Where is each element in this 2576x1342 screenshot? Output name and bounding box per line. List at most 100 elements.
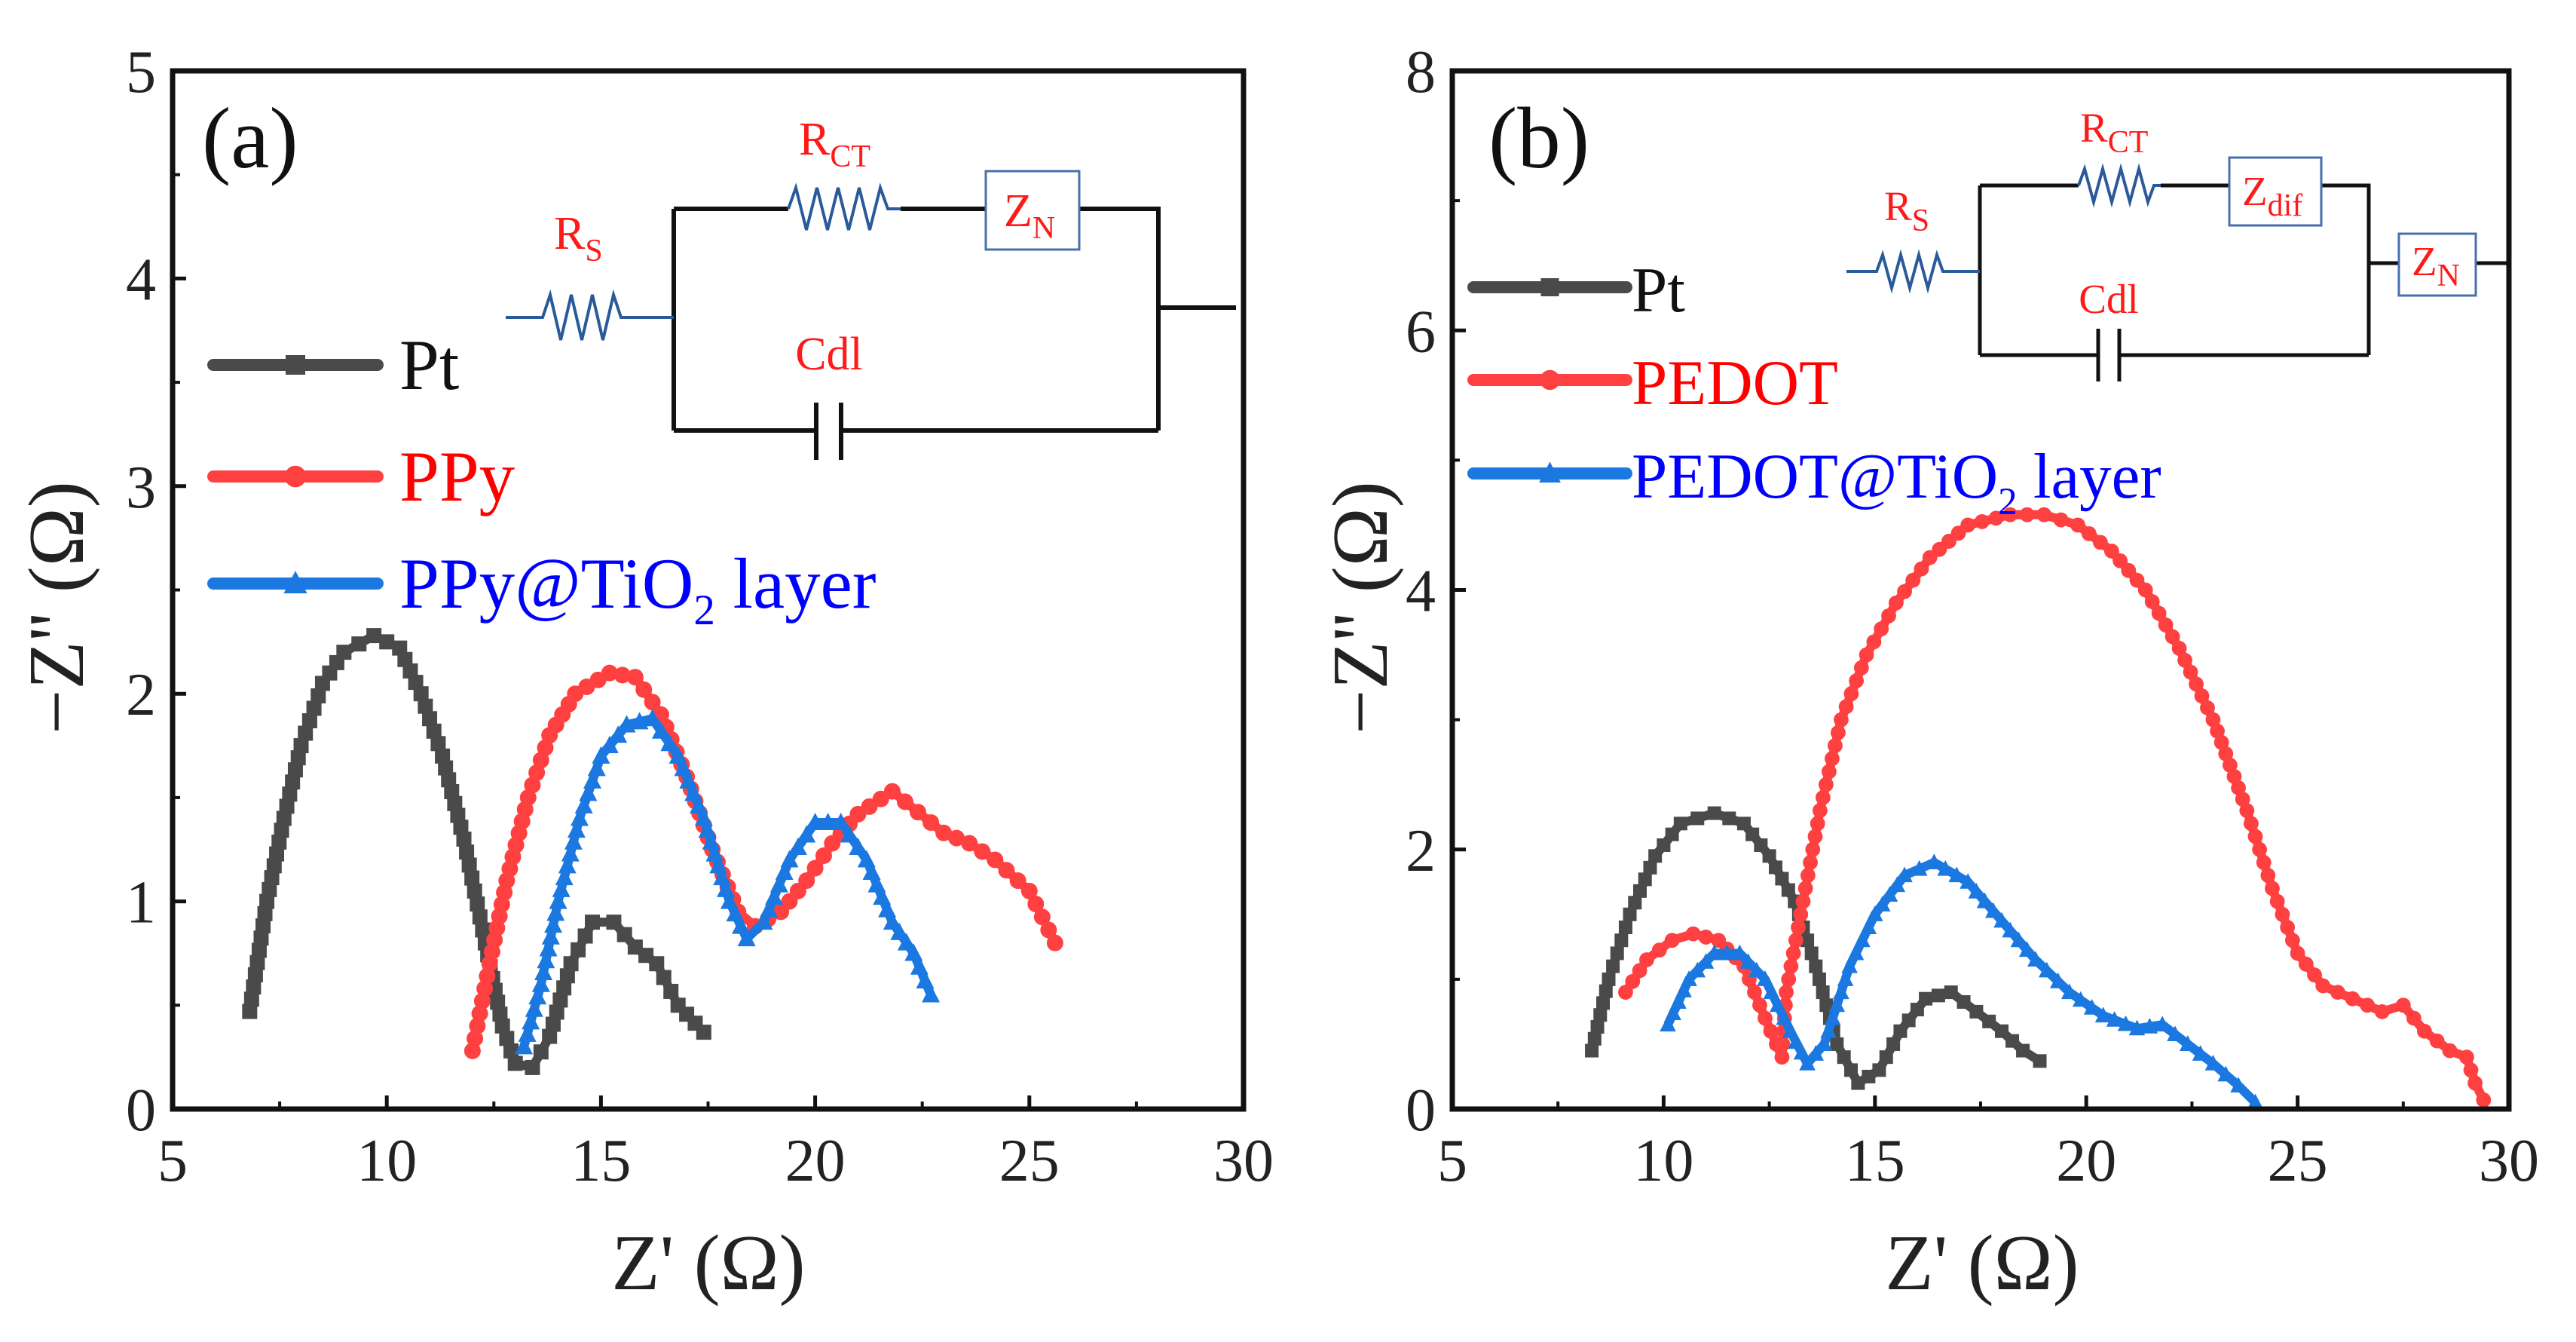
data-point-interp (539, 939, 558, 957)
data-point-interp (476, 980, 494, 997)
data-point (1841, 957, 1858, 973)
data-point-interp (285, 774, 301, 790)
data-point-interp (1837, 970, 1854, 986)
data-point-interp (849, 837, 867, 855)
data-point (857, 850, 876, 868)
data-point-interp (630, 712, 649, 730)
data-point-interp (253, 930, 269, 946)
data-point (2345, 991, 2360, 1006)
data-point (1757, 970, 1773, 986)
data-point-interp (1937, 859, 1954, 876)
data-point-interp (2177, 652, 2192, 668)
data-point-interp (1950, 525, 1966, 541)
data-point-interp (2247, 829, 2263, 844)
data-point (910, 804, 927, 821)
data-point-interp (2244, 816, 2259, 832)
data-point-interp (705, 844, 724, 862)
data-point (1681, 970, 1697, 986)
data-point-interp (534, 963, 553, 981)
data-point-interp (974, 843, 991, 860)
data-point (507, 1056, 523, 1071)
data-point (1602, 972, 1616, 986)
data-point-interp (2121, 562, 2137, 578)
data-point-interp (1956, 994, 1971, 1009)
y-tick-label: 5 (126, 39, 156, 106)
data-point-interp (2106, 1011, 2123, 1027)
data-point-interp (1596, 996, 1611, 1010)
data-point (2204, 1055, 2222, 1071)
data-point-interp (674, 758, 693, 777)
data-point (626, 669, 644, 686)
data-point-interp (616, 927, 632, 942)
legend-item: PPy (207, 437, 516, 516)
data-point-interp (549, 1004, 564, 1020)
data-point-interp (2360, 997, 2376, 1013)
data-point-interp (2053, 512, 2069, 528)
data-point-interp (1027, 896, 1045, 913)
legend: Pt PPy PPy@TiO2 layer (207, 325, 876, 634)
data-point-interp (1803, 855, 1818, 870)
data-point-interp (2010, 931, 2027, 948)
legend-label-main: Pt (399, 325, 459, 405)
data-point-interp (815, 847, 832, 865)
data-point-interp (872, 790, 889, 807)
data-point-interp (1849, 673, 1865, 688)
data-point-interp (2406, 1010, 2422, 1026)
data-point-interp (760, 899, 779, 918)
data-point-interp (274, 823, 289, 838)
data-point-interp (1982, 1014, 1996, 1028)
data-point-interp (2269, 893, 2285, 909)
data-point-interp (2141, 1018, 2158, 1034)
data-point-interp (282, 786, 298, 802)
legend-item: PEDOT@TiO2 layer (1467, 441, 2161, 523)
zn-box (984, 170, 1081, 251)
data-point-interp (271, 834, 287, 850)
data-point-interp (1819, 998, 1834, 1013)
resistor-rs-icon (1846, 249, 1980, 294)
data-point-interp (1739, 953, 1757, 969)
data-point-interp (1606, 959, 1620, 973)
data-point-interp (1698, 930, 1714, 945)
data-point-interp (1807, 1045, 1825, 1061)
data-point (2315, 978, 2331, 994)
legend-marker (283, 571, 307, 593)
data-point-interp (1976, 892, 1993, 908)
data-point (515, 1037, 534, 1055)
data-point-interp (1590, 1019, 1605, 1034)
data-point-interp (1775, 872, 1789, 886)
data-point (1762, 849, 1776, 863)
data-point-interp (2151, 605, 2167, 621)
data-point (1758, 1010, 1773, 1026)
data-point-interp (1816, 790, 1831, 805)
data-point-interp (1901, 1013, 1916, 1028)
data-point-interp (2092, 535, 2108, 550)
data-point (2247, 1093, 2264, 1110)
y-tick-label: 2 (126, 662, 156, 728)
data-point-interp (1847, 944, 1865, 961)
series-pedot (1618, 507, 2492, 1108)
series-line (1621, 510, 2488, 1102)
data-point-interp (2129, 572, 2145, 588)
rct-label: RCT (799, 114, 870, 174)
x-tick-label: 15 (571, 1128, 631, 1194)
data-point (780, 850, 799, 868)
data-point-interp (464, 870, 480, 886)
data-point (1926, 853, 1943, 869)
data-point (2442, 1043, 2458, 1059)
data-point (831, 812, 850, 830)
legend-label: PPy@TiO2 layer (399, 544, 876, 634)
data-point-interp (660, 734, 679, 752)
data-point (542, 1028, 558, 1044)
data-point-interp (516, 801, 534, 818)
legend-label-sub: 2 (693, 587, 715, 634)
data-point (720, 891, 739, 909)
data-point-interp (1838, 699, 1854, 715)
legend: Pt PEDOT PEDOT@TiO2 layer (1467, 255, 2161, 523)
data-point-interp (1843, 686, 1859, 702)
data-point-interp (2222, 757, 2238, 773)
zn-label: ZN (1004, 185, 1055, 246)
data-point (585, 915, 601, 930)
y-tick-label: 8 (1406, 39, 1436, 106)
